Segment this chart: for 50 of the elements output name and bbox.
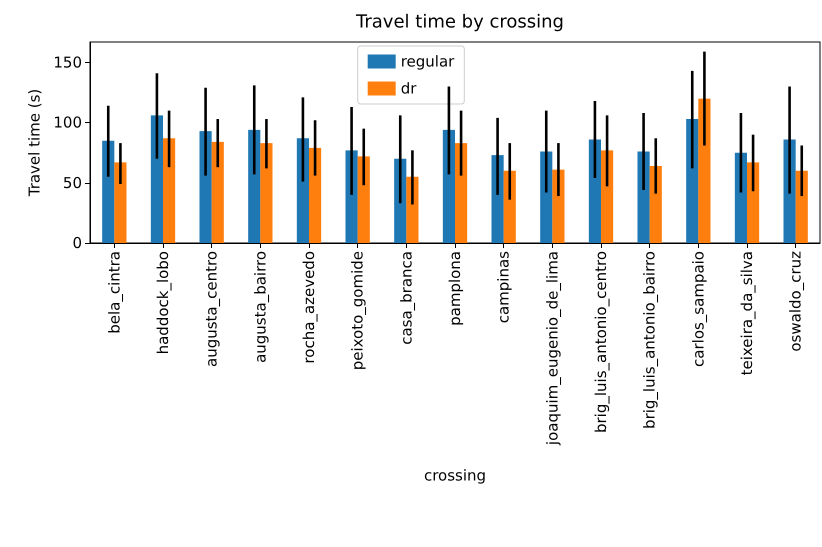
x-tick-label: joaquim_eugenio_de_lima	[543, 251, 562, 446]
x-tick-label: pamplona	[446, 251, 464, 326]
x-tick-label: brig_luis_antonio_centro	[592, 251, 610, 434]
bar	[796, 170, 808, 243]
x-tick-label: teixeira_da_silva	[738, 251, 756, 376]
bar	[588, 139, 601, 243]
x-tick-label: brig_luis_antonio_bairro	[640, 251, 659, 429]
bar	[734, 152, 747, 243]
bar	[296, 138, 309, 243]
bar	[638, 152, 650, 243]
x-tick-label: augusta_centro	[202, 251, 221, 367]
bar	[358, 156, 370, 243]
bar	[114, 162, 126, 243]
bar	[163, 138, 176, 243]
bar	[601, 150, 614, 243]
x-tick-label: haddock_lobo	[154, 251, 172, 354]
x-tick-label: bela_cintra	[105, 251, 124, 334]
y-tick-label: 0	[72, 234, 82, 252]
x-tick-label: casa_branca	[397, 251, 416, 345]
y-tick-label: 50	[62, 174, 82, 192]
bar	[200, 131, 212, 243]
bar	[212, 142, 224, 243]
bar	[540, 152, 552, 243]
legend-label: dr	[400, 80, 418, 98]
x-tick-label: oswaldo_cruz	[786, 250, 805, 352]
bar	[260, 143, 272, 243]
bar	[248, 130, 260, 243]
chart-title: Travel time by crossing	[355, 12, 564, 32]
x-tick-label: rocha_azevedo	[300, 251, 318, 364]
bar	[698, 98, 710, 243]
x-axis-title: crossing	[424, 466, 486, 484]
x-tick-label: augusta_bairro	[251, 251, 270, 363]
x-tick-label: peixoto_gomide	[348, 251, 367, 370]
x-tick-label: carlos_sampaio	[689, 251, 708, 367]
bar	[747, 162, 760, 243]
bar	[455, 143, 468, 243]
y-tick-label: 150	[53, 53, 82, 72]
x-tick-label: campinas	[494, 250, 513, 324]
bar	[150, 115, 163, 243]
bar	[686, 119, 698, 243]
bar	[650, 166, 662, 243]
legend-label: regular	[400, 52, 456, 70]
y-tick-label: 100	[53, 114, 82, 132]
bar	[102, 140, 114, 243]
y-axis-title: Travel time (s)	[26, 88, 44, 198]
bar	[406, 176, 418, 243]
bar	[504, 170, 516, 243]
bar	[309, 148, 322, 243]
bar	[552, 170, 564, 243]
bar	[442, 130, 455, 243]
